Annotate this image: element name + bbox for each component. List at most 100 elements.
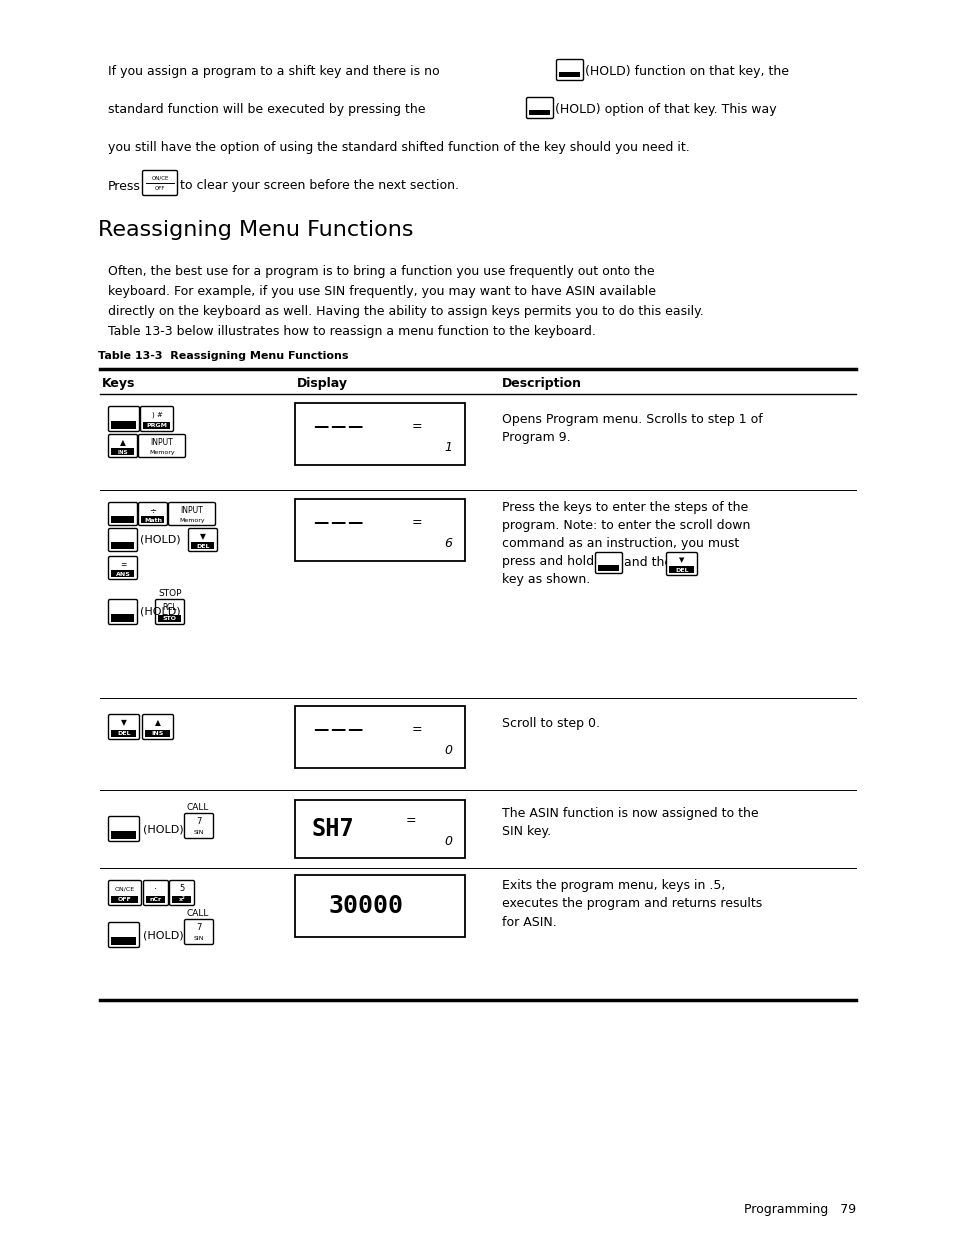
Bar (147, 895, 165, 903)
Text: Keys: Keys (102, 378, 135, 390)
FancyBboxPatch shape (666, 552, 697, 576)
Text: DEL: DEL (196, 543, 210, 548)
Text: 30000: 30000 (329, 894, 403, 918)
Text: RCL: RCL (163, 604, 177, 613)
FancyBboxPatch shape (184, 814, 213, 839)
FancyBboxPatch shape (595, 552, 622, 573)
Text: ) #: ) # (152, 411, 162, 419)
Text: INS: INS (117, 450, 128, 454)
Text: DEL: DEL (675, 568, 688, 573)
FancyBboxPatch shape (142, 715, 173, 740)
Text: Memory: Memory (179, 517, 205, 522)
Text: ON/CE: ON/CE (114, 887, 135, 892)
Text: STO: STO (163, 616, 177, 621)
FancyBboxPatch shape (109, 715, 139, 740)
Text: 7: 7 (196, 924, 201, 932)
Text: for ASIN.: for ASIN. (501, 915, 557, 929)
Text: INPUT: INPUT (180, 505, 203, 515)
Bar (529, 110, 550, 116)
Text: INS: INS (152, 731, 164, 736)
Bar (141, 516, 164, 522)
Text: Opens Program menu. Scrolls to step 1 of: Opens Program menu. Scrolls to step 1 of (501, 414, 762, 426)
Text: Program 9.: Program 9. (501, 431, 570, 445)
Text: you still have the option of using the standard shifted function of the key shou: you still have the option of using the s… (108, 142, 689, 154)
Bar (112, 542, 134, 548)
Text: —: — (330, 722, 345, 737)
Text: ·: · (154, 884, 157, 894)
Bar (669, 567, 694, 573)
Bar (112, 730, 136, 736)
Text: Table 13-3 below illustrates how to reassign a menu function to the keyboard.: Table 13-3 below illustrates how to reas… (108, 326, 596, 338)
Text: (HOLD) option of that key. This way: (HOLD) option of that key. This way (555, 104, 776, 116)
FancyBboxPatch shape (142, 170, 177, 195)
FancyBboxPatch shape (155, 599, 184, 625)
Text: Description: Description (501, 378, 581, 390)
Text: press and hold: press and hold (501, 556, 594, 568)
FancyBboxPatch shape (170, 881, 194, 905)
Text: CALL: CALL (187, 909, 209, 919)
FancyBboxPatch shape (526, 98, 553, 119)
Text: Programming   79: Programming 79 (743, 1203, 855, 1216)
Text: SIN key.: SIN key. (501, 825, 551, 839)
Text: 6: 6 (443, 537, 452, 550)
FancyBboxPatch shape (184, 920, 213, 945)
Text: keyboard. For example, if you use SIN frequently, you may want to have ASIN avai: keyboard. For example, if you use SIN fr… (108, 285, 656, 299)
Text: standard function will be executed by pressing the: standard function will be executed by pr… (108, 104, 425, 116)
Text: SH7: SH7 (312, 818, 354, 841)
FancyBboxPatch shape (109, 406, 139, 431)
Text: to clear your screen before the next section.: to clear your screen before the next sec… (180, 179, 458, 193)
FancyBboxPatch shape (109, 599, 137, 625)
Text: Display: Display (296, 378, 348, 390)
Text: ANS: ANS (115, 572, 131, 577)
FancyBboxPatch shape (109, 503, 137, 526)
Text: ▼: ▼ (679, 557, 684, 563)
Text: 5: 5 (179, 884, 185, 893)
Text: (HOLD) function on that key, the: (HOLD) function on that key, the (584, 65, 788, 79)
Bar (112, 614, 134, 621)
Text: ▼: ▼ (121, 719, 127, 727)
Text: executes the program and returns results: executes the program and returns results (501, 898, 761, 910)
Bar (294, 403, 464, 466)
Bar (112, 937, 136, 945)
FancyBboxPatch shape (109, 529, 137, 552)
Text: ▲: ▲ (120, 437, 126, 447)
Text: Math: Math (144, 517, 162, 522)
Bar (146, 730, 171, 736)
Text: 1: 1 (443, 441, 452, 454)
Text: —: — (313, 419, 328, 433)
Text: —: — (313, 722, 328, 737)
Text: Table 13-3  Reassigning Menu Functions: Table 13-3 Reassigning Menu Functions (98, 351, 348, 361)
FancyBboxPatch shape (138, 435, 185, 457)
FancyBboxPatch shape (138, 503, 168, 526)
Text: (HOLD): (HOLD) (140, 606, 180, 618)
Text: nCr: nCr (150, 898, 162, 903)
Text: If you assign a program to a shift key and there is no: If you assign a program to a shift key a… (108, 65, 439, 79)
Text: command as an instruction, you must: command as an instruction, you must (501, 537, 739, 551)
Text: The ASIN function is now assigned to the: The ASIN function is now assigned to the (501, 808, 758, 820)
Text: key as shown.: key as shown. (501, 573, 590, 587)
Text: OFF: OFF (118, 898, 132, 903)
Text: Press the keys to enter the steps of the: Press the keys to enter the steps of the (501, 501, 747, 515)
Text: Exits the program menu, keys in .5,: Exits the program menu, keys in .5, (501, 879, 724, 893)
Text: 7: 7 (196, 818, 201, 826)
Bar (112, 421, 136, 429)
Text: =: = (120, 559, 126, 568)
Text: CALL: CALL (187, 804, 209, 813)
FancyBboxPatch shape (109, 923, 139, 947)
Bar (112, 448, 134, 454)
Bar (112, 831, 136, 839)
Text: directly on the keyboard as well. Having the ability to assign keys permits you : directly on the keyboard as well. Having… (108, 305, 703, 319)
Text: OFF: OFF (154, 185, 165, 190)
Text: 0: 0 (443, 745, 452, 757)
Bar (294, 499, 464, 561)
Text: 0: 0 (443, 835, 452, 848)
Text: (HOLD): (HOLD) (143, 824, 183, 834)
Text: Often, the best use for a program is to bring a function you use frequently out : Often, the best use for a program is to … (108, 266, 654, 279)
Bar (192, 542, 214, 548)
Bar (558, 72, 579, 78)
FancyBboxPatch shape (169, 503, 215, 526)
FancyBboxPatch shape (140, 406, 173, 431)
Text: —: — (330, 419, 345, 433)
Text: =: = (412, 516, 422, 529)
Text: x²: x² (178, 898, 185, 903)
